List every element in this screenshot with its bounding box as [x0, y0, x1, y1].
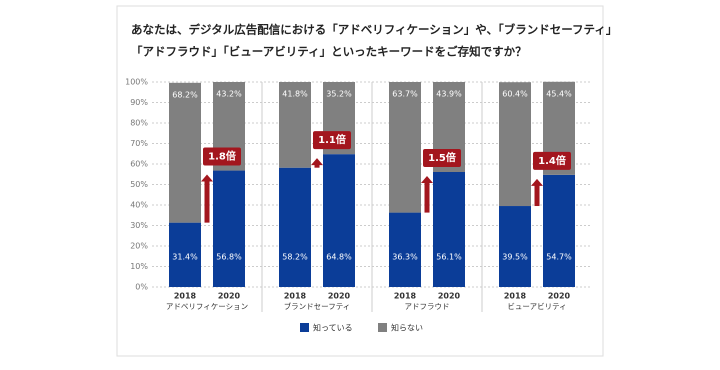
arrow-head — [421, 175, 433, 183]
y-tick-label: 60% — [130, 160, 148, 169]
y-tick-label: 0% — [135, 283, 148, 292]
value-label: 43.2% — [216, 90, 242, 99]
legend-label: 知っている — [313, 323, 353, 333]
x-tick-label: 2018 — [504, 292, 527, 301]
value-label: 43.9% — [436, 90, 462, 99]
bar-segment — [279, 82, 311, 168]
annotation: 1.5倍 — [428, 151, 456, 164]
annotation-box — [203, 147, 241, 166]
group-label: アドフラウド — [405, 302, 450, 311]
bar-segment — [323, 154, 355, 287]
chart-title: 「アドフラウド」「ビューアビリティ」といったキーワードをご存知ですか？ — [131, 45, 527, 59]
value-label: 56.1% — [436, 253, 462, 262]
value-label: 64.8% — [326, 253, 352, 262]
y-tick-label: 40% — [130, 201, 148, 210]
y-tick-label: 50% — [130, 180, 148, 189]
bar-segment — [279, 167, 311, 287]
legend-label: 知らない — [391, 323, 423, 333]
y-tick-label: 70% — [130, 139, 148, 148]
bar-segment — [213, 170, 245, 287]
value-label: 58.2% — [282, 253, 308, 262]
x-tick-label: 2020 — [328, 292, 351, 301]
arrow-head — [531, 178, 543, 186]
legend-swatch — [378, 323, 387, 332]
bar-segment — [433, 171, 465, 287]
y-tick-label: 80% — [130, 119, 148, 128]
bar-segment — [499, 206, 531, 287]
y-tick-label: 100% — [125, 78, 148, 87]
legend-swatch — [300, 323, 309, 332]
chart-title: あなたは、デジタル広告配信における「アドベリフィケーション」や、「ブランドセーフ… — [131, 23, 617, 37]
value-label: 54.7% — [546, 253, 572, 262]
arrow-head — [201, 174, 213, 182]
value-label: 31.4% — [172, 253, 198, 262]
bar-segment — [169, 82, 201, 223]
group-label: ブランドセーフティ — [284, 301, 351, 311]
value-label: 45.4% — [546, 89, 572, 98]
arrow-head — [311, 158, 323, 166]
bar-segment — [499, 82, 531, 207]
x-tick-label: 2018 — [284, 292, 307, 301]
value-label: 60.4% — [502, 90, 528, 99]
x-tick-label: 2020 — [548, 292, 571, 301]
y-tick-label: 10% — [130, 262, 148, 271]
annotation-box — [313, 131, 351, 150]
x-tick-label: 2020 — [438, 292, 461, 301]
y-tick-label: 90% — [130, 98, 148, 107]
annotation-box — [423, 148, 461, 167]
x-tick-label: 2018 — [174, 292, 197, 301]
value-label: 56.8% — [216, 253, 242, 262]
annotation: 1.4倍 — [538, 154, 566, 167]
group-label: ビューアビリティ — [507, 302, 566, 311]
y-tick-label: 20% — [130, 242, 148, 251]
x-tick-label: 2020 — [218, 292, 241, 301]
annotation: 1.8倍 — [208, 150, 236, 163]
value-label: 36.3% — [392, 253, 418, 262]
bar-segment — [543, 174, 575, 287]
value-label: 35.2% — [326, 90, 352, 99]
annotation-box — [533, 151, 571, 170]
bar-segment — [169, 222, 201, 287]
value-label: 68.2% — [172, 90, 198, 99]
y-tick-label: 30% — [130, 221, 148, 230]
value-label: 63.7% — [392, 90, 418, 99]
x-tick-label: 2018 — [394, 292, 417, 301]
value-label: 39.5% — [502, 253, 528, 262]
group-label: アドベリフィケーション — [166, 302, 248, 311]
value-label: 41.8% — [282, 90, 308, 99]
bar-segment — [389, 212, 421, 287]
annotation: 1.1倍 — [318, 133, 346, 146]
bar-segment — [389, 82, 421, 213]
